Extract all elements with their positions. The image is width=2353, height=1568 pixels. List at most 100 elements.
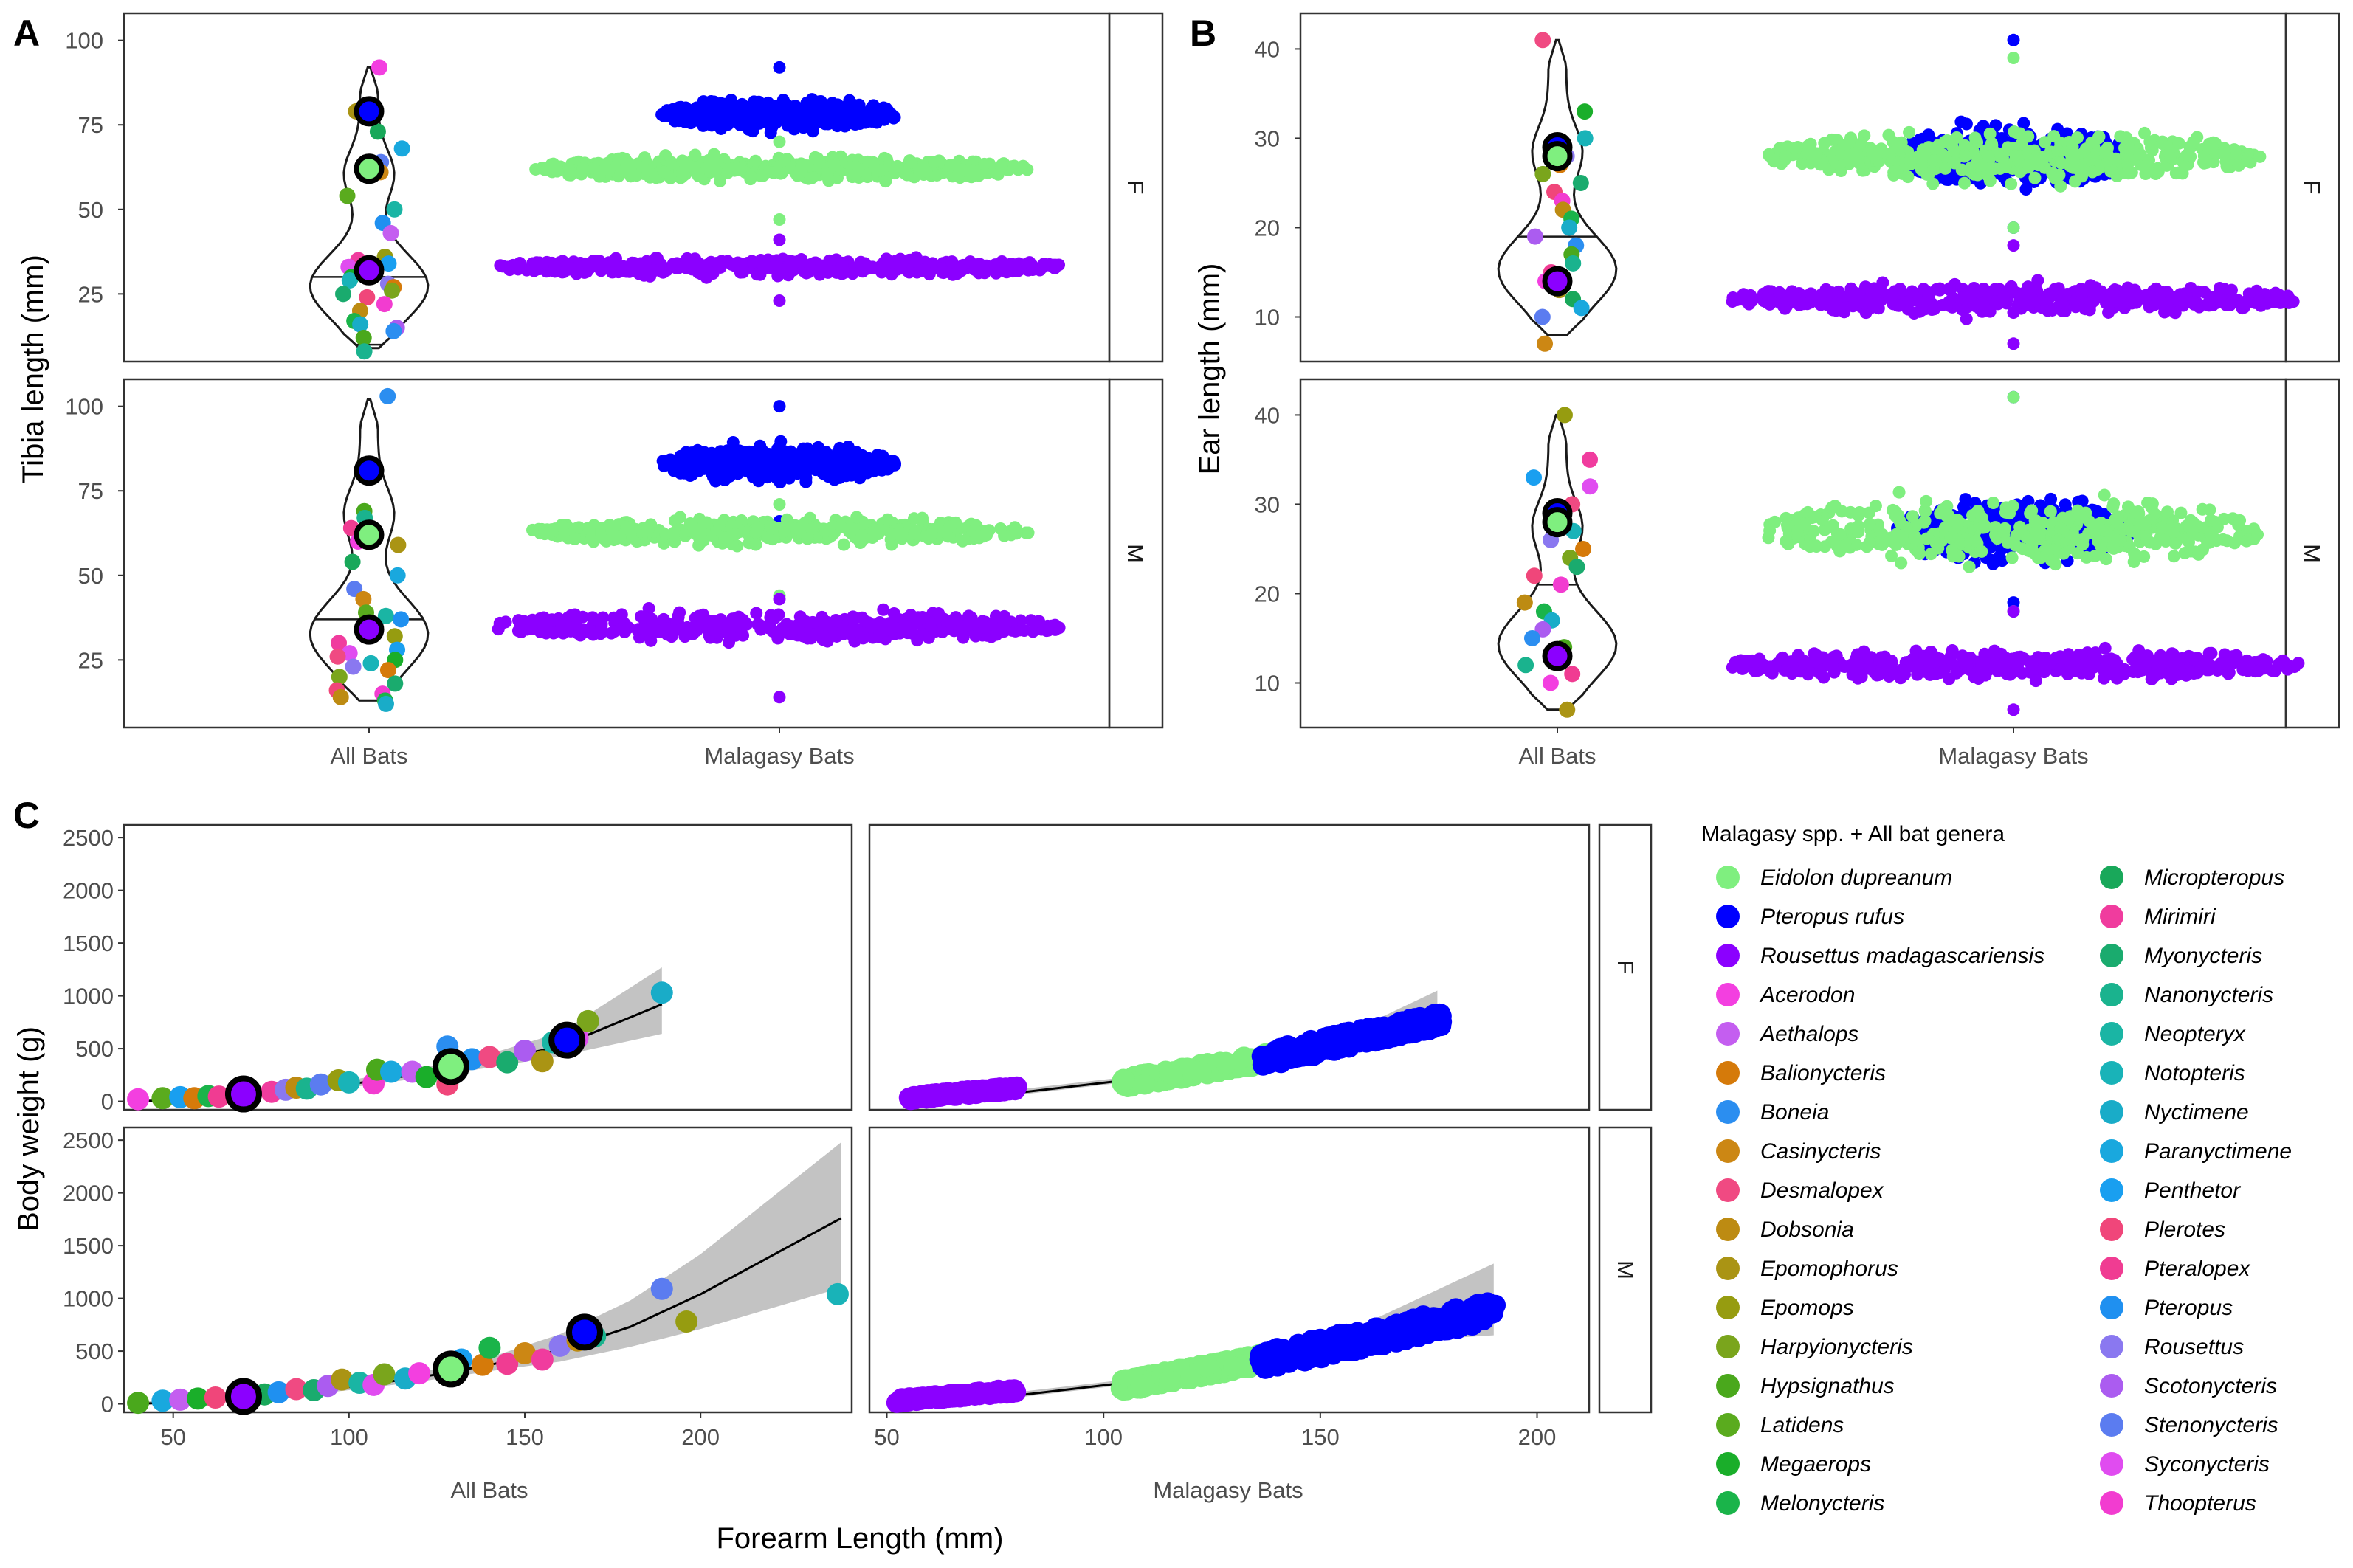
panel-a-m-swarm-point	[911, 634, 924, 647]
panel-b-m-swarm-point	[2059, 498, 2072, 511]
panel-b-f-genus-point	[1573, 300, 1590, 317]
panel-b-m-swarm-point	[1863, 517, 1876, 531]
panel-a-f-swarm-point	[700, 161, 714, 174]
panel-b-m-swarm-point	[2205, 514, 2218, 527]
panel-a-m-swarm-point	[872, 528, 885, 541]
panel-b-f-genus-point	[1526, 228, 1543, 245]
panel-b-f-swarm-point	[1999, 297, 2013, 310]
panel-b-category-malagasy-bats: Malagasy Bats	[1938, 743, 2088, 769]
legend-swatch	[2100, 1257, 2123, 1280]
panel-b-m-swarm-point	[2054, 522, 2067, 535]
legend-label: Penthetor	[2144, 1178, 2241, 1203]
panel-a-m-swarm-point	[932, 607, 945, 621]
panel-b-m-swarm-point	[2044, 505, 2057, 518]
panel-a-m-swarm-point	[819, 618, 832, 632]
legend-item: Aethalops	[1716, 1022, 1858, 1046]
legend-swatch	[1716, 1100, 1740, 1124]
panel-b-f-swarm-point	[2152, 165, 2165, 179]
panel-a-m-swarm-point	[810, 446, 823, 460]
panel-a-m-genus-point	[331, 635, 348, 652]
legend-swatch	[1716, 1335, 1740, 1358]
panel-a-m-genus-point	[332, 688, 349, 705]
panel-b-m-genus-point	[1582, 451, 1599, 468]
panel-b-f-swarm-point	[1958, 176, 1971, 190]
panel-a-f-swarm-point	[852, 165, 865, 178]
panel-b-m-genus-point	[1568, 559, 1585, 576]
panel-a-f-swarm-point	[700, 260, 713, 273]
legend-title: Malagasy spp. + All bat genera	[1701, 822, 2005, 846]
panel-b-f-swarm-point	[1892, 299, 1906, 312]
panel-b-f-swarm-point	[2007, 52, 2020, 65]
panel-a-m-swarm-point	[718, 531, 731, 545]
panel-a-m-swarm-point	[723, 625, 736, 638]
legend-swatch	[1716, 1452, 1740, 1476]
panel-a-f-swarm-point	[598, 260, 611, 273]
panel-a-f-swarm-point	[793, 164, 807, 177]
panel-b-f-swarm-point	[2160, 286, 2174, 299]
panel-b-m-swarm-point	[1944, 531, 1957, 545]
panel-b-m-swarm-point	[2095, 539, 2108, 553]
legend-item: Epomophorus	[1716, 1257, 1898, 1281]
panel-a-m-swarm-point	[751, 618, 765, 631]
panel-b-f-swarm-point	[1968, 281, 1981, 294]
panel-a-f-swarm-point	[773, 233, 786, 246]
panel-a-m-swarm-point	[608, 625, 621, 638]
panel-b-f-swarm-point	[1734, 293, 1747, 306]
legend-label: Megaerops	[1760, 1452, 1871, 1477]
panel-b-m-swarm-point	[2251, 528, 2264, 542]
panel-b-m-swarm-point	[1969, 534, 1982, 548]
panel-a-m-swarm-point	[773, 593, 786, 606]
panel-a-m-swarm-point	[700, 516, 713, 529]
panel-a-m-swarm-point	[1022, 526, 1035, 539]
legend-swatch	[1716, 1491, 1740, 1515]
strip-label-m: M	[1613, 1260, 1639, 1279]
legend-label: Epomops	[1760, 1296, 1854, 1320]
legend-item: Myonycteris	[2100, 944, 2262, 968]
panel-a-f-swarm-point	[821, 101, 835, 114]
panel-b-f-swarm-point	[2119, 131, 2132, 145]
panel-a-m-swarm-point	[922, 631, 935, 644]
panel-a-f-swarm-point	[879, 108, 892, 121]
panel-b-m-swarm-point	[1833, 528, 1847, 541]
panel-a-f-genus-point	[380, 255, 397, 272]
panel-c-y-axis-title: Body weight (g)	[13, 1026, 45, 1232]
panel-a-f-swarm-point	[1025, 259, 1038, 272]
panel-a-m-swarm-point	[582, 522, 596, 536]
legend-item: Acerodon	[1716, 983, 1855, 1007]
legend-swatch	[1716, 1022, 1740, 1046]
panel-b-strip-m: M	[2284, 378, 2340, 729]
panel-b-f-genus-point	[1565, 255, 1582, 272]
panel-b-m-swarm-point	[1940, 509, 1953, 522]
legend-label: Melonycteris	[1760, 1491, 1884, 1516]
panel-b-m-swarm-point	[2111, 517, 2124, 530]
panel-a-m-swarm-point	[773, 400, 786, 413]
panel-a-f-swarm-point	[626, 256, 639, 269]
legend-item: Desmalopex	[1716, 1178, 1884, 1203]
legend-item: Neopteryx	[2100, 1022, 2246, 1046]
legend-label: Eidolon dupreanum	[1760, 866, 1952, 890]
panel-a-m-y-tick-label: 50	[78, 563, 103, 589]
panel-b-m-swarm-point	[2007, 390, 2020, 404]
panel-a-f-swarm-point	[920, 165, 933, 178]
panel-b-f-swarm-point	[2122, 297, 2135, 310]
panel-a-m-swarm-point	[666, 526, 680, 539]
panel-a-m-highlight-mean	[354, 455, 385, 486]
panel-b-f-swarm-point	[2236, 302, 2249, 315]
panel-a-f-swarm-point	[894, 252, 907, 266]
panel-a-strip-f: F	[1108, 12, 1164, 363]
panel-b-m-swarm-point	[2167, 550, 2180, 563]
legend-item: Syconycteris	[2100, 1452, 2270, 1477]
panel-b-f-swarm-point	[1946, 300, 1959, 314]
legend-swatch	[2100, 1022, 2123, 1046]
panel-a-m-swarm-point	[696, 612, 709, 626]
panel-b-m-swarm-point	[2196, 502, 2209, 516]
panel-b-m-swarm-point	[1888, 530, 1901, 543]
panel-b-f-swarm-point	[2011, 127, 2025, 140]
panel-a-m-genus-point	[387, 675, 404, 692]
panel-b-f-swarm-point	[2037, 151, 2050, 164]
panel-b-m-swarm-point	[1975, 511, 1988, 525]
panel-b-f-swarm-point	[2064, 144, 2078, 157]
panel-b-m-swarm-point	[1951, 518, 1965, 531]
panel-a-m-swarm-point	[684, 466, 697, 480]
panel-b-f-swarm-point	[2253, 150, 2267, 163]
